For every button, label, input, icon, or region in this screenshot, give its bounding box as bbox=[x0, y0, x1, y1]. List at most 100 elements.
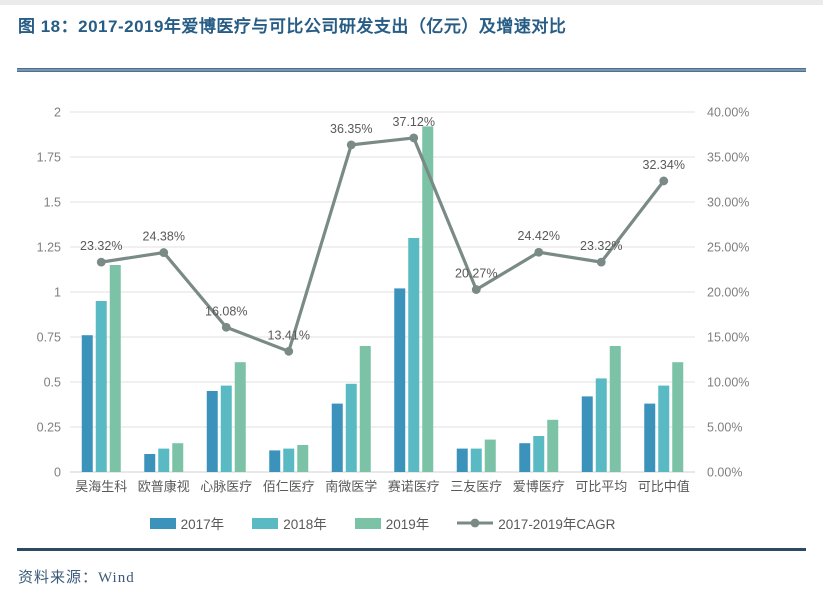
bar-2017年-爱博医疗 bbox=[519, 443, 531, 472]
bar-2018年-欧普康视 bbox=[158, 448, 170, 472]
bar-2019年-欧普康视 bbox=[172, 443, 184, 472]
cagr-data-label: 24.42% bbox=[518, 229, 560, 243]
x-axis-label: 心脉医疗 bbox=[200, 479, 252, 494]
right-axis-tick: 30.00% bbox=[707, 196, 749, 210]
x-axis-label: 欧普康视 bbox=[138, 479, 190, 494]
bar-2018年-心脉医疗 bbox=[220, 385, 232, 472]
legend-item-1: 2017年 bbox=[149, 513, 225, 533]
legend-dot bbox=[470, 518, 480, 528]
title-divider bbox=[17, 68, 806, 72]
bar-2019年-三友医疗 bbox=[484, 439, 496, 472]
legend-swatch-icon bbox=[354, 517, 381, 529]
right-axis-tick: 0.00% bbox=[707, 466, 742, 480]
bar-2019年-南微医学 bbox=[359, 346, 371, 472]
cagr-marker bbox=[471, 285, 481, 294]
legend-label: 2017-2019年CAGR bbox=[498, 517, 616, 532]
left-axis-tick: 0 bbox=[54, 466, 61, 480]
cagr-line bbox=[99, 136, 666, 353]
x-axis-label: 昊海生科 bbox=[75, 479, 127, 494]
bar-2019年-可比平均 bbox=[609, 346, 621, 472]
bar-2018年-三友医疗 bbox=[470, 448, 482, 472]
legend-swatch-icon bbox=[149, 517, 176, 529]
bar-2019年-昊海生科 bbox=[109, 265, 121, 472]
cagr-marker bbox=[346, 140, 356, 150]
figure-title: 图 18：2017-2019年爱博医疗与可比公司研发支出（亿元）及增速对比 bbox=[18, 17, 567, 36]
legend-item-4: 2017-2019年CAGR bbox=[457, 513, 615, 533]
legend-item-2: 2018年 bbox=[252, 513, 327, 533]
legend-item-3: 2019年 bbox=[354, 513, 430, 533]
x-axis-label: 佰仁医疗 bbox=[263, 479, 315, 494]
right-axis-tick: 10.00% bbox=[707, 376, 749, 390]
left-axis-tick: 1.5 bbox=[44, 196, 61, 210]
right-axis-tick: 5.00% bbox=[707, 421, 742, 435]
cagr-marker bbox=[659, 176, 669, 186]
cagr-data-label: 23.32% bbox=[80, 239, 122, 253]
right-axis-tick: 20.00% bbox=[707, 286, 749, 300]
source-text: 资料来源：Wind bbox=[18, 570, 135, 586]
bar-2018年-南微医学 bbox=[345, 383, 357, 472]
bar-2018年-可比中值 bbox=[658, 385, 670, 472]
legend-label: 2017年 bbox=[180, 517, 225, 532]
cagr-data-label: 37.12% bbox=[393, 115, 435, 129]
cagr-marker bbox=[409, 133, 419, 143]
bar-2017年-可比中值 bbox=[644, 403, 656, 472]
bar-2018年-昊海生科 bbox=[95, 301, 107, 472]
x-axis-label: 南微医学 bbox=[325, 479, 377, 494]
footer-divider bbox=[17, 548, 806, 551]
x-axis-label: 赛诺医疗 bbox=[388, 479, 440, 494]
bar-2017年-三友医疗 bbox=[456, 448, 468, 472]
page-top-edge bbox=[0, 0, 823, 5]
left-axis-tick: 0.25 bbox=[37, 421, 61, 435]
left-axis-tick: 1.25 bbox=[37, 241, 61, 255]
bar-2018年-爱博医疗 bbox=[533, 436, 545, 472]
bar-2019年-心脉医疗 bbox=[234, 362, 246, 472]
left-axis-tick: 0.75 bbox=[37, 331, 61, 345]
bar-2018年-佰仁医疗 bbox=[283, 448, 295, 472]
bar-2017年-昊海生科 bbox=[81, 335, 93, 472]
cagr-marker bbox=[284, 346, 294, 356]
x-axis-label: 三友医疗 bbox=[450, 479, 502, 494]
right-axis-tick: 35.00% bbox=[707, 151, 749, 165]
legend-label: 2019年 bbox=[385, 517, 430, 532]
x-axis-label: 可比平均 bbox=[575, 479, 627, 494]
bar-2019年-佰仁医疗 bbox=[297, 445, 309, 472]
cagr-marker bbox=[221, 322, 231, 332]
cagr-marker bbox=[596, 257, 606, 267]
bar-2017年-南微医学 bbox=[331, 403, 343, 472]
cagr-marker bbox=[534, 247, 544, 257]
legend-swatch-icon bbox=[252, 517, 279, 529]
bar-2017年-心脉医疗 bbox=[206, 391, 218, 472]
right-axis-tick: 25.00% bbox=[707, 241, 749, 255]
left-axis-tick: 2 bbox=[54, 106, 61, 120]
bar-2017年-赛诺医疗 bbox=[394, 288, 406, 472]
cagr-data-label: 24.38% bbox=[143, 230, 185, 244]
bar-2017年-佰仁医疗 bbox=[269, 450, 281, 472]
cagr-data-label: 23.32% bbox=[580, 239, 622, 253]
left-axis-tick: 0.5 bbox=[44, 376, 61, 390]
cagr-data-label: 16.08% bbox=[205, 304, 247, 318]
bar-2017年-欧普康视 bbox=[144, 454, 156, 472]
cagr-marker bbox=[159, 248, 169, 257]
bar-2019年-爱博医疗 bbox=[547, 419, 559, 472]
chart-legend: 2017年 2018年 2019年 2017-2019年CAGR bbox=[70, 510, 695, 536]
legend-label: 2018年 bbox=[283, 517, 327, 532]
cagr-data-label: 13.41% bbox=[268, 328, 310, 342]
bar-2017年-可比平均 bbox=[581, 396, 593, 472]
right-axis-tick: 40.00% bbox=[707, 106, 749, 120]
bar-2018年-可比平均 bbox=[595, 378, 607, 472]
x-axis-label: 爱博医疗 bbox=[513, 479, 565, 494]
cagr-data-label: 20.27% bbox=[455, 267, 497, 281]
left-axis-tick: 1 bbox=[54, 286, 61, 300]
bar-2019年-赛诺医疗 bbox=[422, 126, 434, 473]
cagr-marker bbox=[96, 257, 106, 267]
cagr-data-label: 36.35% bbox=[330, 122, 372, 136]
bar-2018年-赛诺医疗 bbox=[408, 238, 420, 472]
rd-expense-chart: 2 1.75 1.5 1.25 1 0.75 0.5 0.25 0 40.00% 35.00% 30.… bbox=[37, 106, 750, 495]
bar-2019年-可比中值 bbox=[672, 362, 684, 472]
right-axis-tick: 15.00% bbox=[707, 331, 749, 345]
cagr-data-label: 32.34% bbox=[643, 158, 685, 172]
left-axis-tick: 1.75 bbox=[37, 151, 61, 165]
x-axis-label: 可比中值 bbox=[638, 479, 690, 494]
legend-line-marker-icon bbox=[457, 518, 494, 528]
